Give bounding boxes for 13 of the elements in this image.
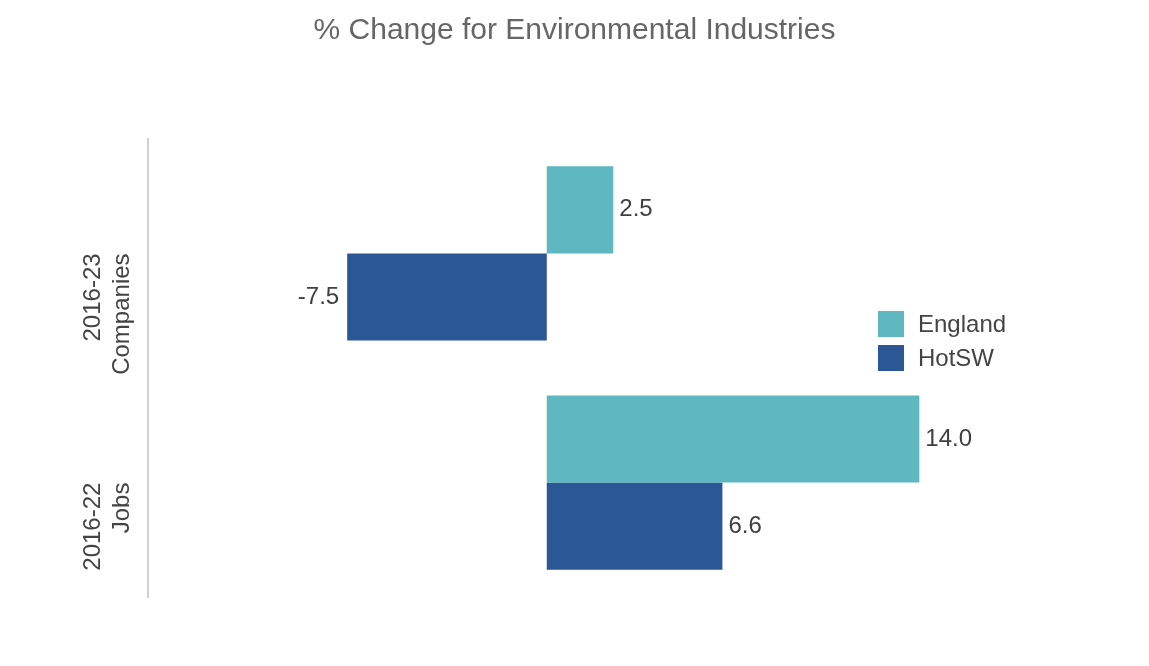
bar [546,482,723,570]
data-label: -7.5 [297,281,340,309]
data-label: 2.5 [619,194,653,222]
y-tick-label: 2016-23 Companies [77,253,134,375]
y-tick-label: 2016-22 Jobs [77,482,134,571]
bar [546,166,614,254]
data-label: 6.6 [728,510,762,538]
chart-title: % Change for Environmental Industries [312,12,837,46]
data-label: 14.0 [925,423,973,451]
bar [546,395,920,483]
bar [347,253,547,341]
legend-label: HotSW [918,344,995,372]
legend-label: England [918,310,1007,338]
